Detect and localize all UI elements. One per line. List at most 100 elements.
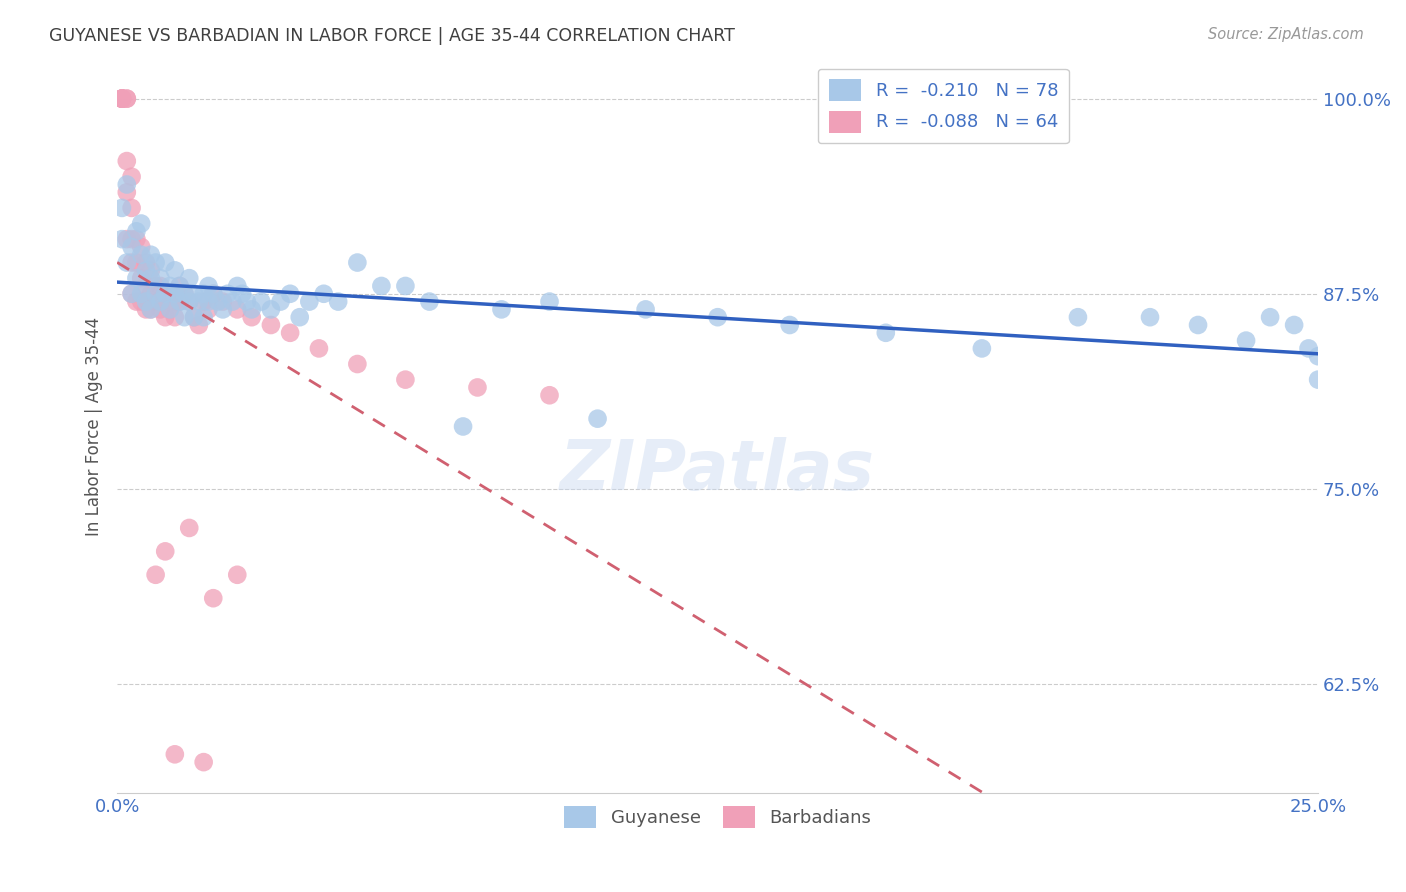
Point bbox=[111, 92, 134, 106]
Point bbox=[1282, 318, 1305, 332]
Text: ZIPatlas: ZIPatlas bbox=[560, 437, 875, 504]
Point bbox=[163, 747, 186, 762]
Point bbox=[197, 302, 219, 317]
Point bbox=[115, 92, 138, 106]
Point bbox=[111, 92, 134, 106]
Point bbox=[125, 271, 148, 285]
Point bbox=[125, 294, 148, 309]
Point bbox=[491, 302, 513, 317]
Point bbox=[308, 342, 330, 356]
Point bbox=[155, 544, 177, 558]
Point bbox=[115, 186, 138, 200]
Point bbox=[1308, 373, 1330, 387]
Point bbox=[149, 271, 172, 285]
Point bbox=[121, 286, 143, 301]
Point bbox=[135, 263, 157, 277]
Point bbox=[207, 294, 229, 309]
Point bbox=[193, 294, 215, 309]
Point bbox=[169, 294, 191, 309]
Y-axis label: In Labor Force | Age 35-44: In Labor Force | Age 35-44 bbox=[86, 317, 103, 536]
Point bbox=[328, 294, 350, 309]
Point bbox=[145, 279, 167, 293]
Point bbox=[370, 279, 392, 293]
Point bbox=[202, 591, 225, 606]
Point bbox=[193, 755, 215, 769]
Point bbox=[183, 310, 205, 325]
Point bbox=[183, 286, 205, 301]
Point bbox=[212, 302, 235, 317]
Point bbox=[193, 286, 215, 301]
Point bbox=[467, 380, 489, 394]
Point bbox=[139, 286, 162, 301]
Point bbox=[875, 326, 897, 340]
Point bbox=[129, 248, 152, 262]
Point bbox=[135, 255, 157, 269]
Point bbox=[212, 294, 235, 309]
Point bbox=[193, 310, 215, 325]
Point bbox=[169, 279, 191, 293]
Point bbox=[346, 255, 368, 269]
Point bbox=[121, 286, 143, 301]
Point bbox=[111, 92, 134, 106]
Point bbox=[145, 567, 167, 582]
Point bbox=[159, 302, 181, 317]
Point bbox=[779, 318, 801, 332]
Point bbox=[217, 286, 239, 301]
Point bbox=[125, 255, 148, 269]
Point bbox=[298, 294, 321, 309]
Point bbox=[183, 310, 205, 325]
Point bbox=[145, 286, 167, 301]
Point bbox=[159, 302, 181, 317]
Point bbox=[149, 294, 172, 309]
Point bbox=[1308, 349, 1330, 363]
Point bbox=[260, 302, 283, 317]
Point bbox=[250, 294, 273, 309]
Point bbox=[159, 286, 181, 301]
Text: Source: ZipAtlas.com: Source: ZipAtlas.com bbox=[1208, 27, 1364, 42]
Point bbox=[586, 411, 609, 425]
Point bbox=[173, 310, 195, 325]
Point bbox=[226, 567, 249, 582]
Point bbox=[346, 357, 368, 371]
Point bbox=[129, 240, 152, 254]
Point bbox=[394, 279, 416, 293]
Point bbox=[169, 294, 191, 309]
Point bbox=[1067, 310, 1090, 325]
Point bbox=[111, 92, 134, 106]
Point bbox=[111, 232, 134, 246]
Point bbox=[270, 294, 292, 309]
Point bbox=[278, 326, 301, 340]
Point bbox=[418, 294, 440, 309]
Point bbox=[187, 294, 209, 309]
Point bbox=[236, 294, 259, 309]
Point bbox=[226, 302, 249, 317]
Point bbox=[197, 279, 219, 293]
Point bbox=[240, 310, 263, 325]
Point bbox=[145, 255, 167, 269]
Point bbox=[121, 201, 143, 215]
Point bbox=[139, 248, 162, 262]
Point bbox=[1258, 310, 1281, 325]
Point bbox=[197, 294, 219, 309]
Point bbox=[125, 224, 148, 238]
Point bbox=[538, 388, 561, 402]
Point bbox=[139, 263, 162, 277]
Point bbox=[163, 286, 186, 301]
Point bbox=[163, 263, 186, 277]
Point bbox=[312, 286, 335, 301]
Point bbox=[538, 294, 561, 309]
Point bbox=[129, 271, 152, 285]
Point bbox=[121, 255, 143, 269]
Point bbox=[202, 286, 225, 301]
Point bbox=[187, 318, 209, 332]
Point bbox=[139, 302, 162, 317]
Point bbox=[202, 286, 225, 301]
Point bbox=[155, 255, 177, 269]
Point bbox=[149, 302, 172, 317]
Point bbox=[155, 286, 177, 301]
Point bbox=[1187, 318, 1209, 332]
Point bbox=[240, 302, 263, 317]
Point bbox=[135, 294, 157, 309]
Point bbox=[155, 286, 177, 301]
Point bbox=[173, 286, 195, 301]
